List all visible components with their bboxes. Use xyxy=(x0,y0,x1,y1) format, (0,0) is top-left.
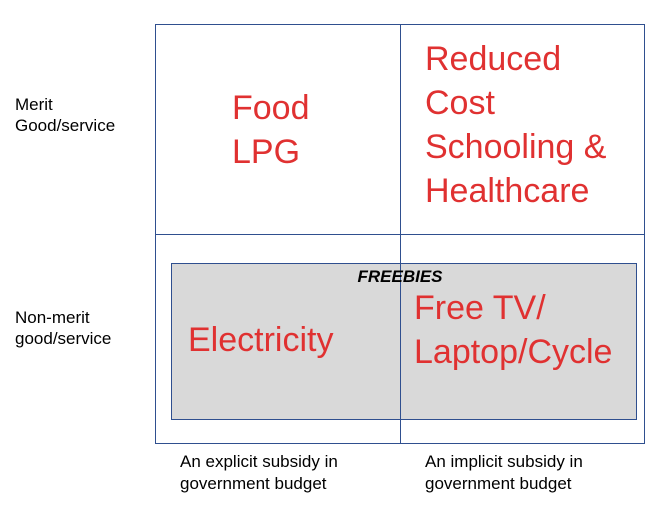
cell-nonmerit-implicit-line: Laptop/Cycle xyxy=(414,333,613,371)
cell-nonmerit-explicit-line: Electricity xyxy=(188,321,334,359)
cell-nonmerit-implicit: Free TV/ Laptop/Cycle xyxy=(414,286,612,374)
column-label-explicit-line: An explicit subsidy in xyxy=(180,452,338,471)
cell-merit-implicit-line: Schooling & xyxy=(425,128,607,166)
cell-merit-explicit-line: Food xyxy=(232,89,310,127)
row-label-merit-line: Good/service xyxy=(15,116,116,135)
row-label-non-merit-line: good/service xyxy=(15,329,112,348)
column-label-explicit-line: government budget xyxy=(180,474,327,493)
column-label-implicit-line: An implicit subsidy in xyxy=(425,452,583,471)
column-label-explicit: An explicit subsidy in government budget xyxy=(180,451,338,495)
cell-merit-implicit-line: Cost xyxy=(425,84,495,122)
grid-horizontal-divider xyxy=(155,234,645,235)
cell-merit-implicit: Reduced Cost Schooling & Healthcare xyxy=(425,37,606,213)
row-label-merit: Merit Good/service xyxy=(15,94,115,136)
cell-nonmerit-explicit: Electricity xyxy=(188,318,333,362)
cell-nonmerit-implicit-line: Free TV/ xyxy=(414,289,546,327)
cell-merit-implicit-line: Healthcare xyxy=(425,172,590,210)
column-label-implicit-line: government budget xyxy=(425,474,572,493)
cell-merit-explicit-line: LPG xyxy=(232,133,301,171)
cell-merit-implicit-line: Reduced xyxy=(425,40,562,78)
row-label-merit-line: Merit xyxy=(15,95,53,114)
row-label-non-merit-line: Non-merit xyxy=(15,308,90,327)
cell-merit-explicit: Food LPG xyxy=(232,86,310,174)
column-label-implicit: An implicit subsidy in government budget xyxy=(425,451,583,495)
freebies-divider xyxy=(400,263,401,420)
freebies-region xyxy=(171,263,637,420)
freebies-label: FREEBIES xyxy=(357,267,443,286)
row-label-non-merit: Non-merit good/service xyxy=(15,307,111,349)
